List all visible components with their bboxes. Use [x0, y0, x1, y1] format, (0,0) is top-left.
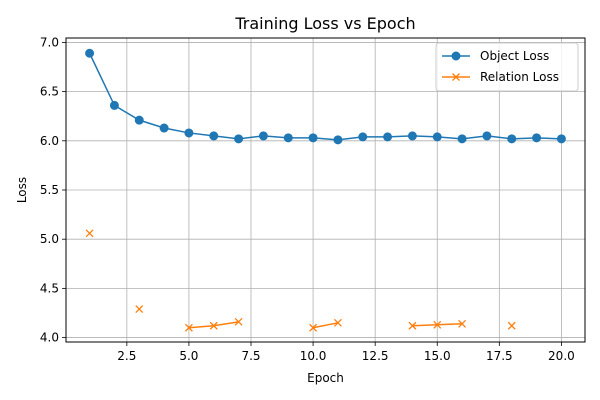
object-loss-point [159, 123, 169, 133]
object-loss-series [85, 48, 566, 145]
x-tick-label: 10.0 [300, 349, 327, 363]
object-loss-point [85, 48, 95, 58]
x-marker-stroke [85, 229, 94, 238]
x-marker-stroke [135, 305, 144, 314]
object-loss-point [457, 134, 467, 144]
object-loss-point [109, 100, 119, 110]
x-marker-stroke [433, 320, 442, 329]
legend-entry-object-loss: Object Loss [442, 49, 549, 63]
legend-label-relation-loss: Relation Loss [480, 70, 559, 84]
object-loss-point [209, 131, 219, 141]
object-loss-point [556, 134, 566, 144]
legend-label-object-loss: Object Loss [480, 49, 549, 63]
relation-loss-point [458, 319, 467, 328]
y-tick-label: 4.0 [40, 331, 59, 345]
x-marker-stroke [184, 323, 193, 332]
relation-loss-series [85, 229, 516, 332]
x-tick-label: 7.5 [241, 349, 260, 363]
object-loss-point [507, 134, 517, 144]
y-tick-label: 6.5 [40, 85, 59, 99]
object-loss-point [383, 132, 393, 142]
object-loss-point [258, 131, 268, 141]
x-tick-label: 5.0 [179, 349, 198, 363]
chart-title: Training Loss vs Epoch [234, 14, 415, 33]
x-marker-stroke [452, 73, 460, 81]
x-tick-label: 12.5 [362, 349, 389, 363]
object-loss-point [234, 134, 244, 144]
legend-box [435, 42, 579, 92]
y-tick-label: 5.5 [40, 183, 59, 197]
x-tick-label: 17.5 [486, 349, 513, 363]
object-loss-point [283, 133, 293, 143]
y-tick-label: 4.5 [40, 281, 59, 295]
legend: Object Loss Relation Loss [435, 42, 579, 92]
x-marker-stroke [458, 319, 467, 328]
y-tick-label: 6.0 [40, 134, 59, 148]
axis-ticks: 2.5 5.0 7.5 10.0 12.5 15.0 17.5 20.0 4.0 4.5 5.0 5.… [40, 35, 575, 363]
y-tick-label: 7.0 [40, 35, 59, 49]
object-loss-point [184, 128, 194, 138]
object-loss-point [432, 132, 442, 142]
object-loss-point [358, 132, 368, 142]
y-tick-label: 5.0 [40, 232, 59, 246]
legend-entry-relation-loss: Relation Loss [442, 70, 559, 84]
relation-loss-point [209, 321, 218, 330]
object-loss-point [451, 51, 461, 61]
x-tick-label: 2.5 [117, 349, 136, 363]
relation-loss-point [408, 321, 417, 330]
x-tick-label: 15.0 [424, 349, 451, 363]
relation-loss-line [312, 322, 339, 329]
x-marker-stroke [209, 321, 218, 330]
object-loss-point [308, 133, 318, 143]
object-loss-point [532, 133, 542, 143]
y-axis-label: Loss [15, 177, 29, 203]
object-loss-point [407, 131, 417, 141]
x-marker-stroke [333, 318, 342, 327]
relation-loss-point [309, 323, 318, 332]
object-loss-point [482, 131, 492, 141]
relation-loss-point [507, 321, 516, 330]
relation-loss-point [85, 229, 94, 238]
x-marker-stroke [234, 317, 243, 326]
x-marker-stroke [408, 321, 417, 330]
series-group [85, 48, 566, 332]
relation-loss-point [135, 305, 144, 314]
relation-loss-point [333, 318, 342, 327]
relation-loss-point [452, 73, 460, 81]
x-axis-label: Epoch [307, 371, 344, 385]
x-tick-label: 20.0 [548, 349, 575, 363]
x-marker-stroke [309, 323, 318, 332]
relation-loss-point [433, 320, 442, 329]
x-marker-stroke [507, 321, 516, 330]
object-loss-point [134, 115, 144, 125]
relation-loss-point [234, 317, 243, 326]
object-loss-point [333, 135, 343, 145]
relation-loss-point [184, 323, 193, 332]
